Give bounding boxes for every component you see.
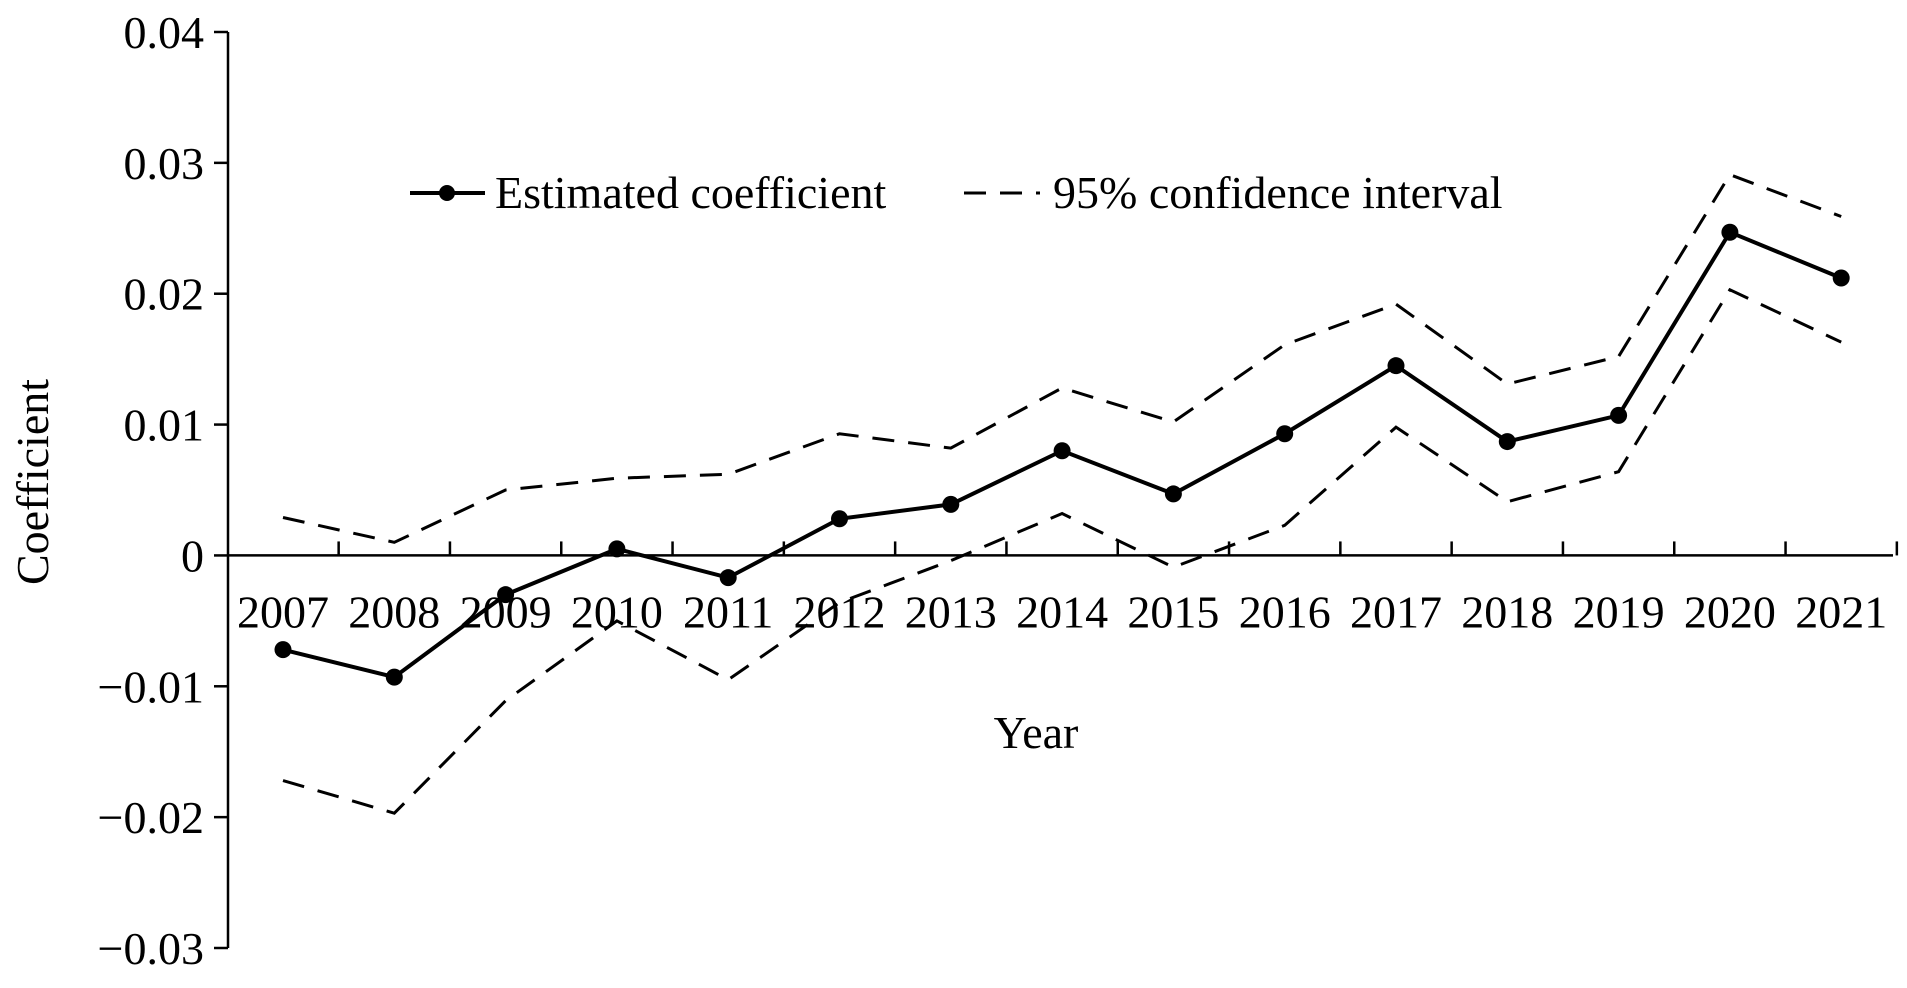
- x-tick-label: 2021: [1795, 586, 1887, 637]
- x-tick-label: 2019: [1573, 586, 1665, 637]
- x-tick-label: 2010: [571, 586, 663, 637]
- x-tick-label: 2015: [1127, 586, 1219, 637]
- y-tick-label: 0.03: [124, 138, 205, 189]
- estimate-point: [1276, 425, 1294, 443]
- x-tick-label: 2013: [905, 586, 997, 637]
- y-tick-label: 0.01: [124, 400, 205, 451]
- y-tick-label: −0.01: [98, 661, 204, 712]
- y-tick-label: 0.02: [124, 269, 205, 320]
- x-tick-label: 2012: [794, 586, 886, 637]
- ci-line: [282, 172, 1842, 544]
- legend-label-estimated: Estimated coefficient: [495, 167, 886, 218]
- legend-label-ci: 95% confidence interval: [1053, 167, 1503, 218]
- estimate-point: [608, 540, 626, 558]
- estimate-point: [1610, 406, 1628, 424]
- estimate-point: [719, 569, 737, 587]
- y-axis-ticks: 0.04 0.03 0.02 0.01 0 −0.01 −0.02 −0.03: [98, 7, 228, 974]
- x-tick-label: 2016: [1239, 586, 1331, 637]
- y-tick-label: 0: [181, 530, 204, 581]
- y-axis-title: Coefficient: [7, 379, 58, 585]
- x-tick-label: 2008: [348, 586, 440, 637]
- x-tick-label: 2017: [1350, 586, 1442, 637]
- estimate-point: [1164, 485, 1182, 503]
- x-tick-label: 2014: [1016, 586, 1108, 637]
- estimate-point: [831, 510, 848, 528]
- x-axis-title: Year: [994, 707, 1079, 758]
- legend-marker: [439, 185, 455, 201]
- y-tick-label: −0.02: [98, 792, 204, 843]
- x-tick-label: 2018: [1461, 586, 1553, 637]
- estimate-point: [1832, 269, 1850, 287]
- estimate-point: [274, 641, 292, 659]
- legend: Estimated coefficient 95% confidence int…: [410, 167, 1503, 218]
- x-tick-label: 2007: [237, 586, 329, 637]
- estimate-point: [1053, 442, 1071, 460]
- x-axis-ticks: 2007 2008 2009 2010 2011 2012 2013 2014 2015 2016…: [237, 541, 1899, 637]
- ci-line: [282, 287, 1842, 815]
- y-tick-label: −0.03: [98, 923, 204, 974]
- estimate-point: [497, 586, 515, 604]
- y-tick-label: 0.04: [124, 7, 205, 58]
- estimate-point: [1498, 433, 1516, 451]
- series-layer: [274, 172, 1850, 815]
- estimate-point: [942, 495, 960, 513]
- x-tick-label: 2011: [683, 586, 773, 637]
- estimate-point: [1387, 357, 1405, 375]
- estimate-point: [385, 668, 403, 686]
- x-tick-label: 2020: [1684, 586, 1776, 637]
- estimate-point: [1721, 223, 1739, 241]
